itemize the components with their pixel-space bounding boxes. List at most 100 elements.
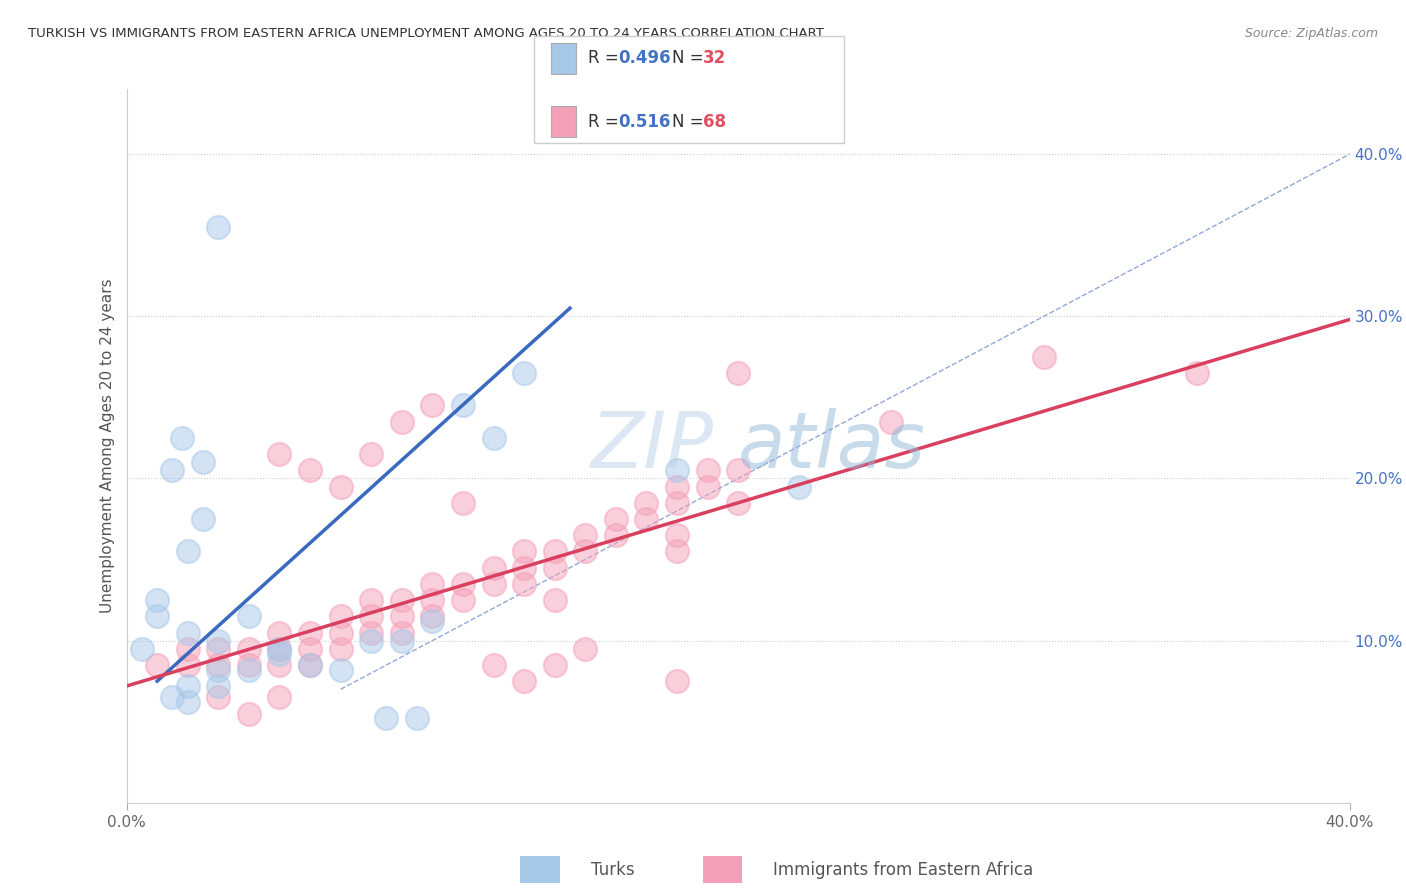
Point	[360, 625, 382, 640]
Point	[391, 415, 413, 429]
Text: Source: ZipAtlas.com: Source: ZipAtlas.com	[1244, 27, 1378, 40]
Point	[269, 625, 291, 640]
Point	[299, 641, 322, 656]
Point	[269, 447, 291, 461]
Point	[269, 690, 291, 705]
Point	[544, 560, 567, 574]
Point	[329, 641, 352, 656]
Point	[238, 663, 260, 677]
Point	[422, 593, 444, 607]
Point	[207, 679, 229, 693]
Point	[329, 609, 352, 624]
Point	[238, 609, 260, 624]
Point	[207, 220, 229, 235]
Point	[727, 463, 749, 477]
Point	[360, 447, 382, 461]
Point	[299, 657, 322, 672]
Point	[513, 366, 536, 380]
Text: R =: R =	[588, 112, 624, 131]
Point	[162, 463, 184, 477]
Point	[727, 366, 749, 380]
Text: TURKISH VS IMMIGRANTS FROM EASTERN AFRICA UNEMPLOYMENT AMONG AGES 20 TO 24 YEARS: TURKISH VS IMMIGRANTS FROM EASTERN AFRIC…	[28, 27, 824, 40]
Point	[238, 641, 260, 656]
Y-axis label: Unemployment Among Ages 20 to 24 years: Unemployment Among Ages 20 to 24 years	[100, 278, 115, 614]
Point	[177, 695, 200, 709]
Point	[207, 657, 229, 672]
Point	[482, 577, 505, 591]
Point	[238, 657, 260, 672]
Text: N =: N =	[672, 49, 709, 68]
Point	[146, 657, 169, 672]
Point	[238, 706, 260, 721]
Point	[177, 641, 200, 656]
Point	[131, 641, 153, 656]
Point	[329, 663, 352, 677]
Point	[666, 528, 689, 542]
Point	[360, 609, 382, 624]
Point	[544, 593, 567, 607]
Point	[451, 496, 474, 510]
Point	[513, 674, 536, 689]
Point	[269, 641, 291, 656]
Point	[146, 593, 169, 607]
Text: atlas: atlas	[738, 408, 927, 484]
Point	[329, 479, 352, 493]
Point	[451, 577, 474, 591]
Text: 32: 32	[703, 49, 727, 68]
Point	[422, 399, 444, 413]
Text: N =: N =	[672, 112, 709, 131]
Point	[666, 544, 689, 558]
Point	[513, 560, 536, 574]
Point	[177, 625, 200, 640]
Text: Immigrants from Eastern Africa: Immigrants from Eastern Africa	[773, 861, 1033, 879]
Point	[299, 657, 322, 672]
Point	[391, 609, 413, 624]
Point	[880, 415, 903, 429]
Point	[482, 657, 505, 672]
Point	[207, 641, 229, 656]
Text: ZIP: ZIP	[591, 408, 714, 484]
Point	[170, 431, 193, 445]
Point	[1033, 350, 1056, 364]
Point	[375, 711, 398, 725]
Point	[544, 544, 567, 558]
Point	[666, 674, 689, 689]
Point	[177, 679, 200, 693]
Point	[422, 609, 444, 624]
Point	[146, 609, 169, 624]
Point	[360, 593, 382, 607]
Point	[162, 690, 184, 705]
Point	[207, 663, 229, 677]
Point	[360, 633, 382, 648]
Point	[269, 647, 291, 661]
Point	[299, 625, 322, 640]
Point	[696, 463, 718, 477]
Point	[422, 614, 444, 628]
Text: 0.496: 0.496	[619, 49, 671, 68]
Text: Turks: Turks	[591, 861, 634, 879]
Point	[329, 625, 352, 640]
Text: 0.516: 0.516	[619, 112, 671, 131]
Point	[513, 544, 536, 558]
Point	[207, 633, 229, 648]
Point	[789, 479, 811, 493]
Point	[666, 496, 689, 510]
Point	[269, 641, 291, 656]
Point	[727, 496, 749, 510]
Point	[422, 577, 444, 591]
Point	[513, 577, 536, 591]
Point	[482, 560, 505, 574]
Text: R =: R =	[588, 49, 624, 68]
Point	[451, 593, 474, 607]
Point	[451, 399, 474, 413]
Point	[482, 431, 505, 445]
Text: 68: 68	[703, 112, 725, 131]
Point	[1185, 366, 1208, 380]
Point	[406, 711, 429, 725]
Point	[666, 463, 689, 477]
Point	[544, 657, 567, 672]
Point	[574, 528, 596, 542]
Point	[574, 544, 596, 558]
Point	[605, 528, 627, 542]
Point	[191, 455, 214, 469]
